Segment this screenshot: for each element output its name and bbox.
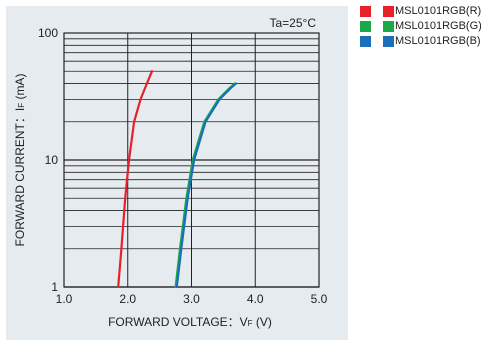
x-tick-label: 2.0 — [119, 292, 136, 306]
green-swatch-small — [383, 21, 394, 32]
legend-label-red: MSL0101RGB(R) — [395, 5, 482, 17]
tick-labels: 1.0 2.0 3.0 4.0 5.0 1 10 100 — [38, 26, 328, 306]
y-tick-label: 1 — [51, 280, 58, 294]
x-tick-label: 3.0 — [183, 292, 200, 306]
y-tick-label: 100 — [38, 26, 58, 40]
legend-item-blue: MSL0101RGB(B) — [360, 34, 482, 49]
blue-swatch — [360, 36, 371, 47]
x-tick-label: 4.0 — [247, 292, 264, 306]
x-axis-label: FORWARD VOLTAGE：VF (V) — [108, 315, 272, 329]
series-line-green — [174, 82, 236, 289]
green-swatch — [360, 21, 371, 32]
x-tick-label: 5.0 — [311, 292, 328, 306]
series-lines — [117, 70, 238, 289]
legend-label-blue: MSL0101RGB(B) — [395, 35, 481, 47]
ta-annotation: Ta=25°C — [270, 16, 317, 30]
y-axis-label: FORWARD CURRENT：IF (mA) — [13, 74, 27, 247]
grid — [63, 33, 320, 288]
legend-label-green: MSL0101RGB(G) — [395, 20, 482, 32]
series-line-red — [117, 70, 154, 289]
x-tick-label: 1.0 — [56, 292, 73, 306]
legend: MSL0101RGB(R) MSL0101RGB(G) MSL0101RGB(B… — [360, 4, 482, 49]
legend-item-green: MSL0101RGB(G) — [360, 19, 482, 34]
red-swatch — [360, 6, 371, 17]
series-line-blue — [175, 82, 238, 289]
y-tick-label: 10 — [45, 153, 59, 167]
legend-item-red: MSL0101RGB(R) — [360, 4, 482, 19]
plot-frame — [63, 32, 320, 288]
blue-swatch-small — [383, 36, 394, 47]
red-swatch-small — [383, 6, 394, 17]
